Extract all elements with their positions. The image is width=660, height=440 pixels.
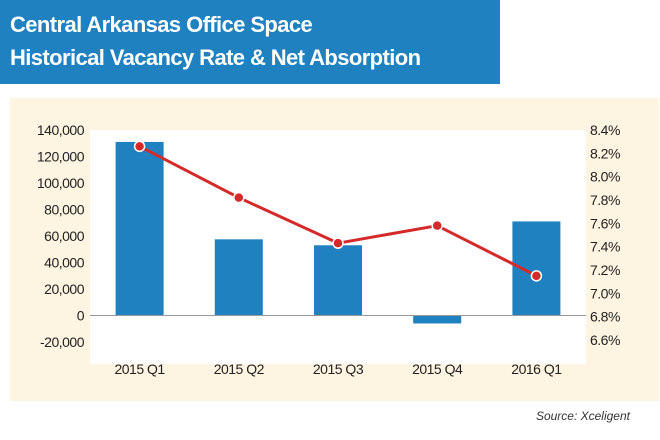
- right-tick-label: 8.0%: [590, 169, 620, 185]
- line-point-2015-q4: [431, 219, 443, 232]
- left-tick-label: 60,000: [44, 228, 85, 244]
- source-note: Source: Xceligent: [535, 409, 630, 423]
- title-band: Central Arkansas Office Space Historical…: [0, 0, 500, 84]
- left-tick-label: 20,000: [44, 281, 85, 297]
- bar-2015-q4: [413, 315, 462, 324]
- chart-panel: 140,000 120,000 100,000 80,000 60,000 40,000 2…: [10, 98, 659, 401]
- right-tick-label: 7.6%: [590, 215, 620, 231]
- right-tick-label: 7.8%: [590, 192, 620, 208]
- right-tick-label: 6.8%: [590, 309, 620, 325]
- left-tick-label: 40,000: [44, 255, 85, 271]
- left-tick-label: 100,000: [37, 175, 85, 191]
- category-label: 2015 Q4: [412, 361, 463, 377]
- left-tick-label: 120,000: [37, 149, 85, 165]
- right-tick-label: 7.2%: [590, 262, 620, 278]
- left-tick-label: 80,000: [44, 202, 85, 218]
- line-series: [133, 140, 543, 282]
- left-axis: 140,000 120,000 100,000 80,000 60,000 40,000 2…: [37, 122, 85, 350]
- combo-chart: 140,000 120,000 100,000 80,000 60,000 40,000 2…: [37, 122, 621, 377]
- category-label: 2015 Q3: [313, 361, 364, 377]
- right-tick-label: 7.4%: [590, 239, 620, 255]
- right-tick-label: 7.0%: [590, 285, 620, 301]
- right-tick-label: 8.2%: [590, 145, 620, 161]
- left-tick-label: 0: [77, 308, 85, 324]
- bar-2015-q1: [115, 141, 164, 316]
- category-label: 2015 Q2: [214, 361, 265, 377]
- line-point-2016-q1: [530, 270, 543, 282]
- chart-title-line-1: Central Arkansas Office Space: [10, 12, 313, 37]
- category-label: 2015 Q1: [114, 361, 165, 377]
- line-point-2015-q3: [332, 237, 344, 249]
- category-label: 2016 Q1: [511, 361, 562, 377]
- right-tick-label: 6.6%: [590, 332, 620, 348]
- bar-2015-q3: [314, 245, 362, 316]
- line-point-2015-q2: [233, 191, 245, 204]
- right-axis: 8.4% 8.2% 8.0% 7.8% 7.6% 7.4% 7.2% 7.0% 6.8% 6.6%: [590, 122, 620, 348]
- category-axis: 2015 Q1 2015 Q2 2015 Q3 2015 Q4 2016 Q1: [114, 361, 562, 377]
- bar-2015-q2: [214, 239, 263, 316]
- left-tick-label: 140,000: [37, 122, 85, 138]
- right-tick-label: 8.4%: [590, 122, 620, 138]
- line-point-2015-q1: [133, 140, 146, 153]
- left-tick-label: -20,000: [40, 334, 85, 350]
- chart-title-line-2: Historical Vacancy Rate & Net Absorption: [10, 45, 421, 70]
